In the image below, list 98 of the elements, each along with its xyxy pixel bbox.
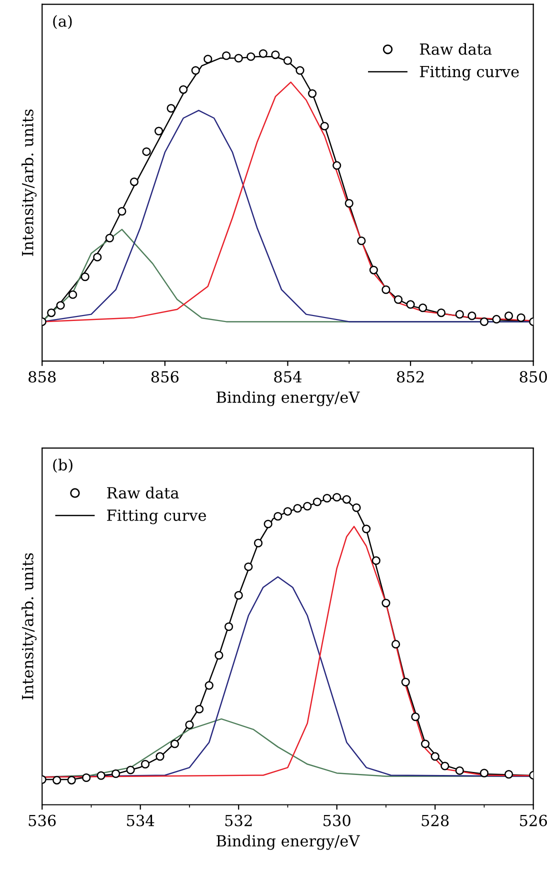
point xyxy=(47,308,56,318)
point xyxy=(342,495,351,504)
point xyxy=(179,85,188,94)
point xyxy=(56,301,65,310)
point xyxy=(283,56,292,65)
point xyxy=(344,199,354,208)
point xyxy=(320,122,329,130)
point xyxy=(244,562,253,572)
point xyxy=(401,678,410,686)
point xyxy=(154,126,164,136)
point xyxy=(170,740,180,748)
point xyxy=(440,762,450,770)
point xyxy=(195,704,204,714)
point xyxy=(80,272,90,282)
point xyxy=(254,538,263,548)
point xyxy=(394,295,403,304)
point xyxy=(418,304,428,312)
x-tick-label: 858 xyxy=(28,371,56,383)
point xyxy=(322,494,332,502)
x-tick-label: 528 xyxy=(422,814,449,826)
x-tick-label: 532 xyxy=(225,814,252,826)
point xyxy=(430,752,440,761)
point xyxy=(222,51,231,60)
legend-label: Fitting curve xyxy=(420,66,519,80)
point xyxy=(52,776,62,784)
point xyxy=(455,310,464,319)
point xyxy=(420,740,430,748)
point xyxy=(504,312,514,320)
point xyxy=(369,266,378,274)
point xyxy=(118,207,126,216)
point xyxy=(93,252,102,262)
point xyxy=(308,89,317,98)
y-axis-title: Intensity/arb. units xyxy=(22,553,37,700)
point xyxy=(372,556,380,565)
point xyxy=(283,507,292,516)
point xyxy=(130,177,139,186)
point xyxy=(411,712,420,722)
legend-label: Raw data xyxy=(107,486,179,499)
point xyxy=(156,752,164,761)
point xyxy=(166,104,176,113)
point xyxy=(274,512,282,521)
point xyxy=(204,681,214,690)
point xyxy=(352,503,361,512)
point xyxy=(264,520,272,528)
point xyxy=(312,498,322,506)
point xyxy=(234,591,243,600)
point xyxy=(332,492,342,502)
point xyxy=(303,502,312,510)
point xyxy=(332,161,342,170)
point xyxy=(96,771,106,780)
x-axis-title: Binding energy/eV xyxy=(216,834,360,850)
point xyxy=(382,598,390,608)
point xyxy=(382,285,390,294)
x-tick-label: 856 xyxy=(151,371,179,383)
text: (b) xyxy=(53,458,72,473)
point xyxy=(246,52,256,61)
point xyxy=(271,50,280,60)
point xyxy=(492,314,501,324)
point xyxy=(105,234,114,242)
point xyxy=(185,720,194,730)
point xyxy=(504,770,514,779)
point xyxy=(224,622,234,632)
x-tick-label: 526 xyxy=(520,814,547,826)
point xyxy=(258,49,268,58)
point xyxy=(140,760,150,768)
point xyxy=(293,504,302,513)
point xyxy=(455,766,464,775)
x-tick-label: 850 xyxy=(520,371,547,383)
point xyxy=(406,300,415,309)
point xyxy=(126,766,135,774)
legend-label: Raw data xyxy=(420,43,492,55)
point xyxy=(468,312,476,320)
point xyxy=(112,769,120,778)
text: (a) xyxy=(53,15,72,30)
point xyxy=(436,308,446,318)
point xyxy=(480,317,489,326)
x-tick-label: 530 xyxy=(324,814,350,826)
point xyxy=(214,651,224,660)
point xyxy=(296,66,304,75)
point xyxy=(357,236,366,246)
point xyxy=(68,290,78,299)
x-tick-label: 534 xyxy=(127,814,154,826)
point xyxy=(480,768,489,778)
point xyxy=(362,524,371,534)
x-tick-label: 854 xyxy=(274,371,302,383)
point xyxy=(191,66,200,75)
point xyxy=(67,776,76,784)
x-axis-title: Binding energy/eV xyxy=(216,391,360,406)
point xyxy=(204,54,212,64)
point xyxy=(516,313,526,322)
point xyxy=(234,54,243,62)
y-axis-title: Intensity/arb. units xyxy=(22,109,37,256)
x-tick-label: 536 xyxy=(28,814,56,826)
x-tick-label: 852 xyxy=(396,371,424,383)
point xyxy=(82,773,91,782)
legend-label: Fitting curve xyxy=(107,510,206,524)
point xyxy=(391,640,400,649)
point xyxy=(142,147,151,156)
